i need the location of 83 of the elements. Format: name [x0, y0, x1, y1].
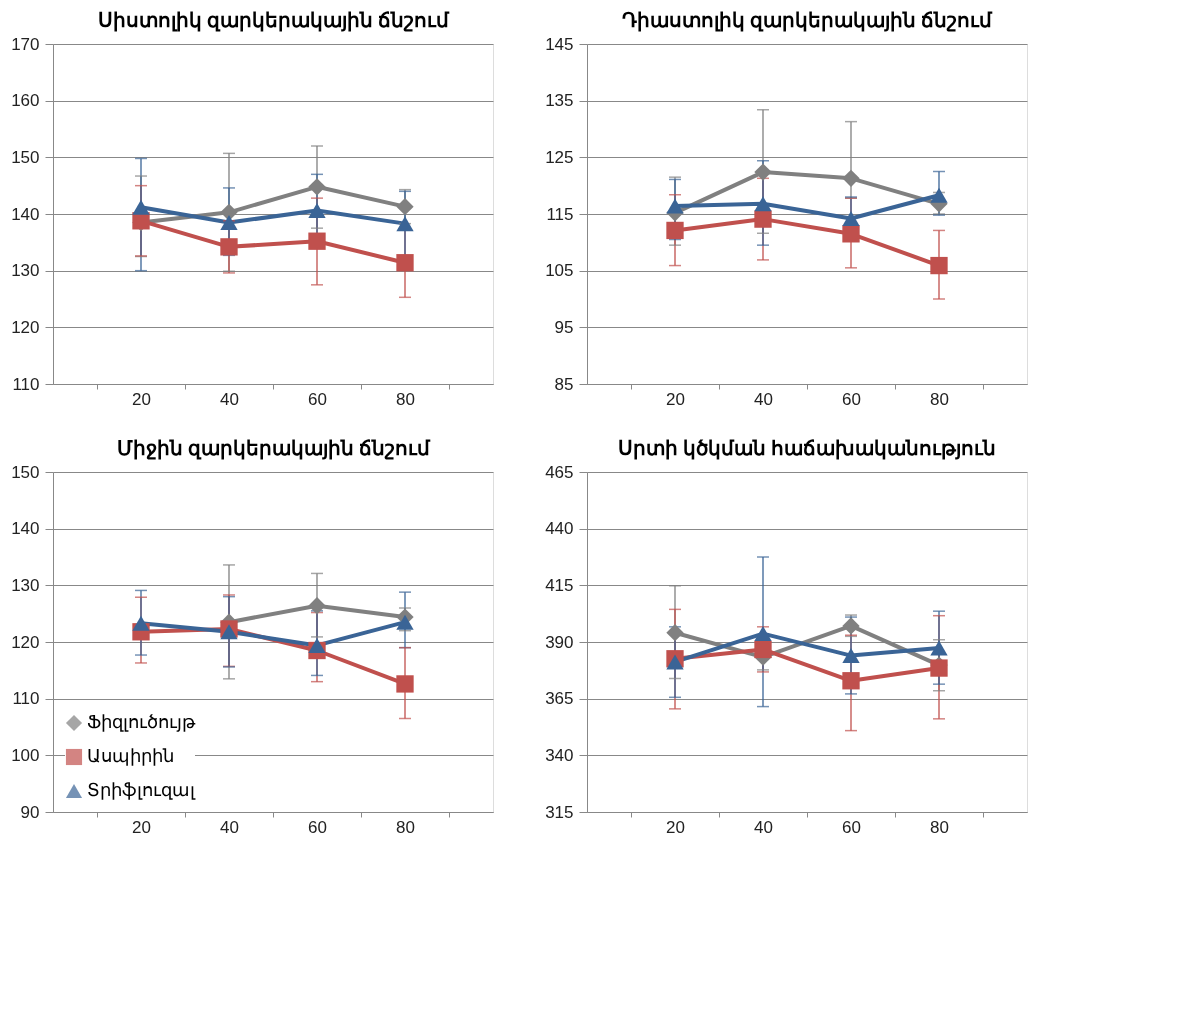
chart-title: Դիաստոլիկ զարկերակային ճնշում [622, 9, 993, 32]
point [220, 238, 238, 256]
y-tick-label: 110 [12, 689, 40, 709]
chart-title: Միջին զարկերակային ճնշում [116, 437, 431, 460]
x-tick-label: 80 [930, 817, 949, 837]
point [132, 615, 150, 631]
y-tick-label: 135 [545, 91, 574, 111]
point [754, 210, 772, 228]
y-tick-label: 95 [554, 317, 574, 337]
legend-label: Տրիֆլուզալ [87, 780, 196, 800]
x-tick-label: 20 [666, 389, 685, 409]
point [842, 169, 860, 187]
x-tick-label: 80 [396, 817, 415, 837]
point [930, 187, 948, 203]
x-tick-label: 60 [308, 817, 327, 837]
x-tick-label: 40 [220, 389, 239, 409]
y-tick-label: 140 [11, 204, 40, 224]
point [308, 178, 326, 196]
y-tick-label: 100 [11, 745, 40, 765]
x-tick-label: 40 [754, 389, 773, 409]
chart-title: Սիստոլիկ զարկերակային ճնշում [97, 9, 450, 32]
y-tick-label: 340 [545, 745, 574, 765]
y-tick-label: 115 [546, 204, 574, 224]
x-tick-label: 40 [754, 817, 773, 837]
point [842, 672, 860, 690]
point [308, 232, 326, 250]
y-tick-label: 150 [11, 462, 40, 482]
point [308, 597, 326, 615]
x-tick-label: 60 [842, 817, 861, 837]
y-tick-label: 365 [545, 689, 574, 709]
point [308, 637, 326, 653]
point [396, 216, 414, 232]
point [930, 256, 948, 275]
point [666, 221, 684, 240]
legend-label: Ֆիզլուծույթ [87, 712, 196, 732]
y-tick-label: 160 [11, 91, 40, 111]
y-tick-label: 85 [554, 374, 574, 394]
point [754, 196, 772, 212]
point [754, 626, 772, 642]
y-tick-label: 120 [11, 632, 40, 652]
y-tick-label: 390 [545, 632, 574, 652]
point [396, 254, 414, 272]
point [396, 197, 414, 216]
point [308, 203, 326, 219]
point [666, 654, 684, 670]
y-tick-label: 145 [545, 34, 574, 54]
chart-title: Սրտի կծկման հաճախականություն [618, 437, 996, 460]
y-tick-label: 150 [11, 147, 40, 167]
point [220, 215, 238, 230]
y-tick-label: 415 [545, 575, 574, 595]
x-tick-label: 20 [132, 817, 151, 837]
y-tick-label: 140 [11, 519, 40, 539]
point [754, 163, 772, 181]
y-tick-label: 105 [545, 261, 574, 281]
y-tick-label: 170 [11, 34, 40, 54]
point [842, 648, 860, 664]
point [666, 624, 684, 642]
point [842, 225, 860, 243]
y-tick-label: 315 [545, 802, 574, 822]
point [930, 640, 948, 656]
point [754, 640, 772, 659]
point [132, 199, 150, 215]
point [666, 198, 684, 214]
y-tick-label: 120 [11, 317, 40, 337]
x-tick-label: 60 [308, 389, 327, 409]
x-tick-label: 60 [842, 389, 861, 409]
legend-label: Ասպիրին [87, 746, 174, 766]
y-tick-label: 465 [545, 462, 574, 482]
x-tick-label: 20 [666, 817, 685, 837]
point [842, 211, 860, 227]
point [220, 624, 238, 640]
x-tick-label: 80 [930, 389, 949, 409]
y-tick-label: 440 [545, 519, 574, 539]
x-tick-label: 20 [132, 389, 151, 409]
y-tick-label: 130 [11, 261, 40, 281]
x-tick-label: 40 [220, 817, 239, 837]
point [396, 614, 414, 630]
y-tick-label: 90 [20, 802, 40, 822]
point [396, 675, 414, 693]
y-tick-label: 125 [545, 147, 574, 167]
y-tick-label: 110 [12, 374, 40, 394]
x-tick-label: 80 [396, 389, 415, 409]
y-tick-label: 130 [11, 575, 40, 595]
